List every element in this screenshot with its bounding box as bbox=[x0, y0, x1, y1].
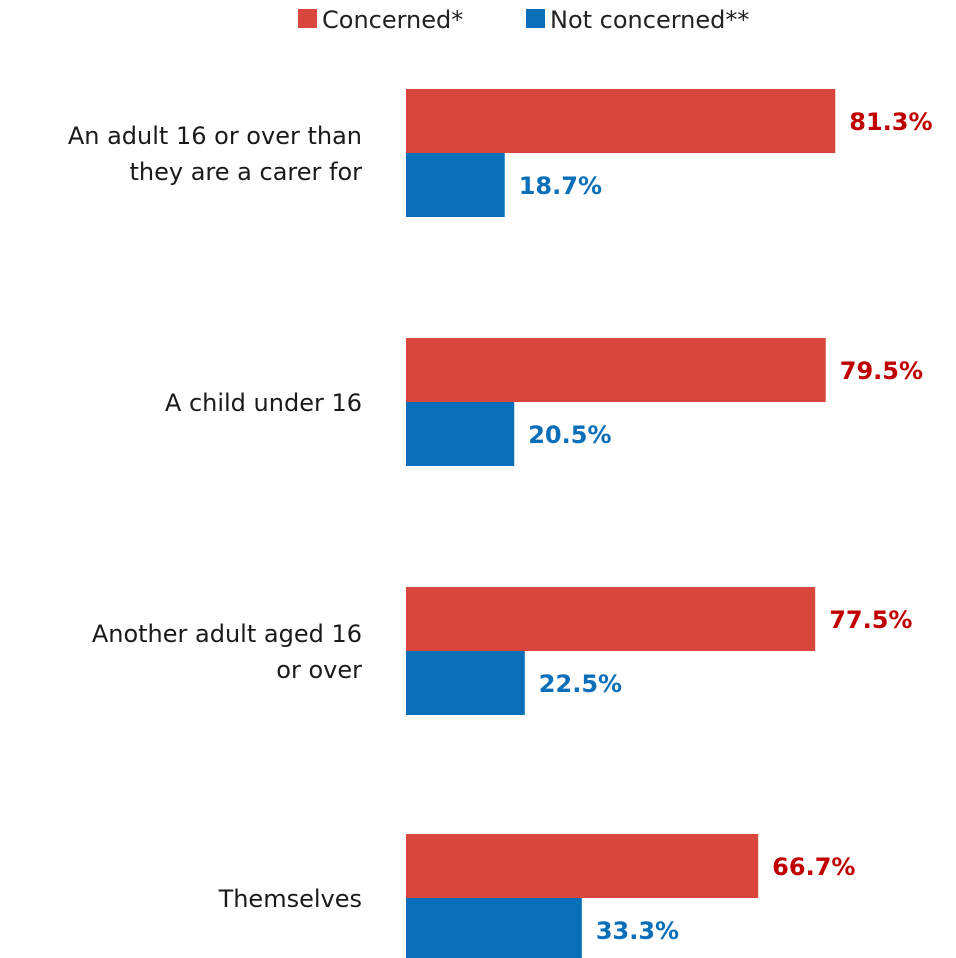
value-label-concerned-2: 79.5% bbox=[840, 357, 923, 385]
bar-concerned-3 bbox=[406, 587, 816, 651]
bar-concerned-2 bbox=[406, 338, 826, 402]
value-label-not-concerned-2: 20.5% bbox=[528, 421, 611, 449]
value-label-not-concerned-4: 33.3% bbox=[596, 917, 679, 945]
value-label-not-concerned-3: 22.5% bbox=[539, 670, 622, 698]
bar-not-concerned-1 bbox=[406, 153, 505, 217]
legend-swatch-2 bbox=[526, 9, 545, 28]
bar-not-concerned-2 bbox=[406, 402, 515, 466]
category-label-line: A child under 16 bbox=[165, 389, 362, 417]
value-label-concerned-4: 66.7% bbox=[772, 853, 855, 881]
category-label-line: An adult 16 or over than bbox=[68, 122, 362, 150]
category-label-line: Themselves bbox=[218, 885, 362, 913]
category-label-line: Another adult aged 16 bbox=[92, 620, 362, 648]
bar-not-concerned-3 bbox=[406, 651, 525, 715]
category-label-4: Themselves bbox=[218, 885, 362, 913]
bar-concerned-1 bbox=[406, 89, 836, 153]
value-label-concerned-3: 77.5% bbox=[829, 606, 912, 634]
legend-label-2: Not concerned** bbox=[550, 6, 749, 34]
category-label-1: An adult 16 or over than they are a carer… bbox=[68, 122, 362, 186]
legend-swatch-1 bbox=[298, 9, 317, 28]
value-labels: 81.3% 18.7% 79.5% 20.5% 77.5% 22.5% 66.7% 33.3% bbox=[519, 108, 933, 945]
category-label-line: they are a carer for bbox=[130, 158, 363, 186]
category-labels: An adult 16 or over than they are a carer… bbox=[68, 122, 362, 913]
category-label-line: or over bbox=[276, 656, 362, 684]
bars bbox=[406, 89, 836, 958]
value-label-not-concerned-1: 18.7% bbox=[519, 172, 602, 200]
legend: Concerned* Not concerned** bbox=[298, 6, 749, 34]
value-label-concerned-1: 81.3% bbox=[849, 108, 932, 136]
category-label-2: A child under 16 bbox=[165, 389, 362, 417]
category-label-3: Another adult aged 16 or over bbox=[92, 620, 362, 684]
bar-not-concerned-4 bbox=[406, 898, 582, 958]
bar-concerned-4 bbox=[406, 834, 759, 898]
legend-label-1: Concerned* bbox=[322, 6, 463, 34]
